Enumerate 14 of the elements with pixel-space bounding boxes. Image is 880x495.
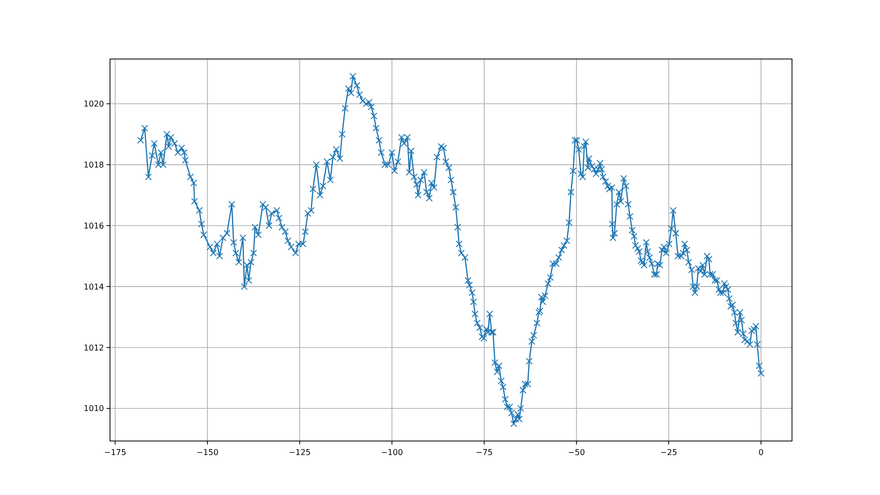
y-tick-label: 1020 (84, 100, 104, 109)
x-tick-label: −50 (568, 448, 585, 457)
x-tick-label: −75 (476, 448, 493, 457)
x-tick-label: −100 (380, 448, 403, 457)
y-tick-label: 1014 (84, 282, 104, 292)
x-tick-label: −175 (104, 448, 126, 457)
x-tick-label: −125 (288, 448, 311, 457)
x-tick-label: 0 (758, 448, 764, 457)
y-tick-label: 1018 (84, 160, 104, 170)
x-tick-label: −25 (660, 448, 678, 457)
y-tick-label: 1016 (84, 221, 104, 230)
x-tick-label: −150 (196, 448, 218, 457)
y-tick-label: 1012 (84, 343, 104, 352)
y-tick-label: 1010 (84, 404, 104, 414)
